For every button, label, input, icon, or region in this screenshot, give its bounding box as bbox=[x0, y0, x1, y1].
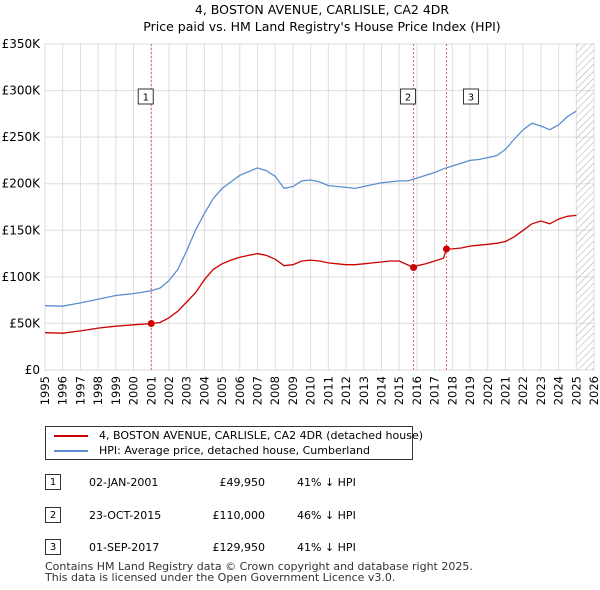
x-tick-label: 2009 bbox=[286, 376, 300, 405]
x-tick-label: 1995 bbox=[38, 376, 52, 405]
x-tick-label: 2008 bbox=[268, 376, 282, 405]
sale-marker-box-1 bbox=[137, 88, 154, 105]
y-tick-label: £250K bbox=[2, 130, 42, 144]
x-tick-label: 1998 bbox=[91, 376, 105, 405]
sale-date: 01-SEP-2017 bbox=[89, 541, 160, 554]
legend-label-property: 4, BOSTON AVENUE, CARLISLE, CA2 4DR (det… bbox=[99, 429, 424, 442]
x-tick-label: 2003 bbox=[180, 376, 194, 405]
sale-date: 23-OCT-2015 bbox=[89, 509, 162, 522]
footer-copyright: Contains HM Land Registry data © Crown c… bbox=[45, 560, 473, 573]
sale-number: 3 bbox=[45, 539, 61, 555]
plot-area bbox=[44, 43, 595, 371]
x-tick-label: 2006 bbox=[233, 376, 247, 405]
x-tick-label: 2014 bbox=[375, 376, 389, 405]
sale-row: 1 02-JAN-2001 £49,950 41% ↓ HPI bbox=[45, 474, 445, 494]
sale-row: 3 01-SEP-2017 £129,950 41% ↓ HPI bbox=[45, 539, 445, 559]
sale-hpi-diff: 41% ↓ HPI bbox=[297, 541, 356, 554]
footer: Contains HM Land Registry data © Crown c… bbox=[45, 561, 473, 583]
x-tick-label: 2011 bbox=[321, 376, 335, 405]
x-tick-label: 2013 bbox=[357, 376, 371, 405]
sale-point-2 bbox=[410, 264, 418, 272]
y-tick-label: £350K bbox=[2, 37, 42, 51]
x-tick-label: 2026 bbox=[587, 376, 600, 405]
chart-subtitle: Price paid vs. HM Land Registry's House … bbox=[143, 19, 500, 34]
x-tick-label: 2023 bbox=[534, 376, 548, 405]
sale-marker-box-3 bbox=[462, 88, 479, 105]
chart-title: 4, BOSTON AVENUE, CARLISLE, CA2 4DR bbox=[195, 2, 450, 17]
sale-marker-label-1: 1 bbox=[143, 93, 149, 104]
footer-licence: This data is licensed under the Open Gov… bbox=[45, 571, 396, 584]
sale-marker-label-3: 3 bbox=[468, 93, 474, 104]
y-tick-label: £0 bbox=[25, 363, 40, 377]
x-tick-label: 2010 bbox=[304, 376, 318, 405]
legend-swatch-hpi bbox=[54, 450, 88, 452]
sale-row: 2 23-OCT-2015 £110,000 46% ↓ HPI bbox=[45, 507, 445, 527]
sale-hpi-diff: 41% ↓ HPI bbox=[297, 476, 356, 489]
sale-price: £129,950 bbox=[212, 541, 266, 554]
x-tick-label: 2019 bbox=[463, 376, 477, 405]
legend-label-hpi: HPI: Average price, detached house, Cumb… bbox=[99, 444, 371, 457]
chart-legend: 4, BOSTON AVENUE, CARLISLE, CA2 4DR (det… bbox=[45, 426, 423, 460]
x-tick-label: 2025 bbox=[569, 376, 583, 405]
x-tick-label: 1999 bbox=[109, 376, 123, 405]
x-tick-label: 2017 bbox=[428, 376, 442, 405]
x-tick-label: 2007 bbox=[251, 376, 265, 405]
y-tick-label: £50K bbox=[9, 316, 41, 330]
x-tick-label: 2021 bbox=[498, 376, 512, 405]
x-tick-label: 2001 bbox=[144, 376, 158, 405]
y-tick-label: £100K bbox=[2, 270, 42, 284]
legend-swatch-property bbox=[54, 435, 88, 437]
x-tick-label: 2005 bbox=[215, 376, 229, 405]
x-tick-label: 2000 bbox=[127, 376, 141, 405]
sale-hpi-diff: 46% ↓ HPI bbox=[297, 509, 356, 522]
x-tick-label: 2012 bbox=[339, 376, 353, 405]
x-tick-label: 2024 bbox=[552, 376, 566, 405]
sale-point-1 bbox=[147, 319, 155, 327]
y-tick-label: £150K bbox=[2, 223, 42, 237]
sale-price: £49,950 bbox=[219, 476, 266, 489]
x-tick-label: 2022 bbox=[516, 376, 530, 405]
sale-price: £110,000 bbox=[212, 509, 266, 522]
sale-date: 02-JAN-2001 bbox=[89, 476, 159, 489]
x-tick-label: 2020 bbox=[481, 376, 495, 405]
x-tick-label: 1997 bbox=[73, 376, 87, 405]
x-tick-label: 2004 bbox=[197, 376, 211, 405]
future-region bbox=[576, 44, 594, 370]
series-line-property bbox=[44, 214, 577, 334]
sale-marker-label-2: 2 bbox=[405, 93, 411, 104]
sale-number: 2 bbox=[45, 507, 61, 523]
sale-number: 1 bbox=[45, 474, 61, 490]
x-tick-label: 2016 bbox=[410, 376, 424, 405]
x-tick-label: 2015 bbox=[392, 376, 406, 405]
x-tick-label: 2018 bbox=[445, 376, 459, 405]
y-tick-label: £200K bbox=[2, 177, 42, 191]
y-tick-label: £300K bbox=[2, 84, 42, 98]
series-line-hpi bbox=[44, 110, 577, 307]
x-tick-label: 1996 bbox=[56, 376, 70, 405]
sale-marker-box-2 bbox=[400, 88, 417, 105]
x-tick-label: 2002 bbox=[162, 376, 176, 405]
sale-point-3 bbox=[442, 245, 450, 253]
price-chart: 4, BOSTON AVENUE, CARLISLE, CA2 4DR Pric… bbox=[2, 2, 600, 405]
